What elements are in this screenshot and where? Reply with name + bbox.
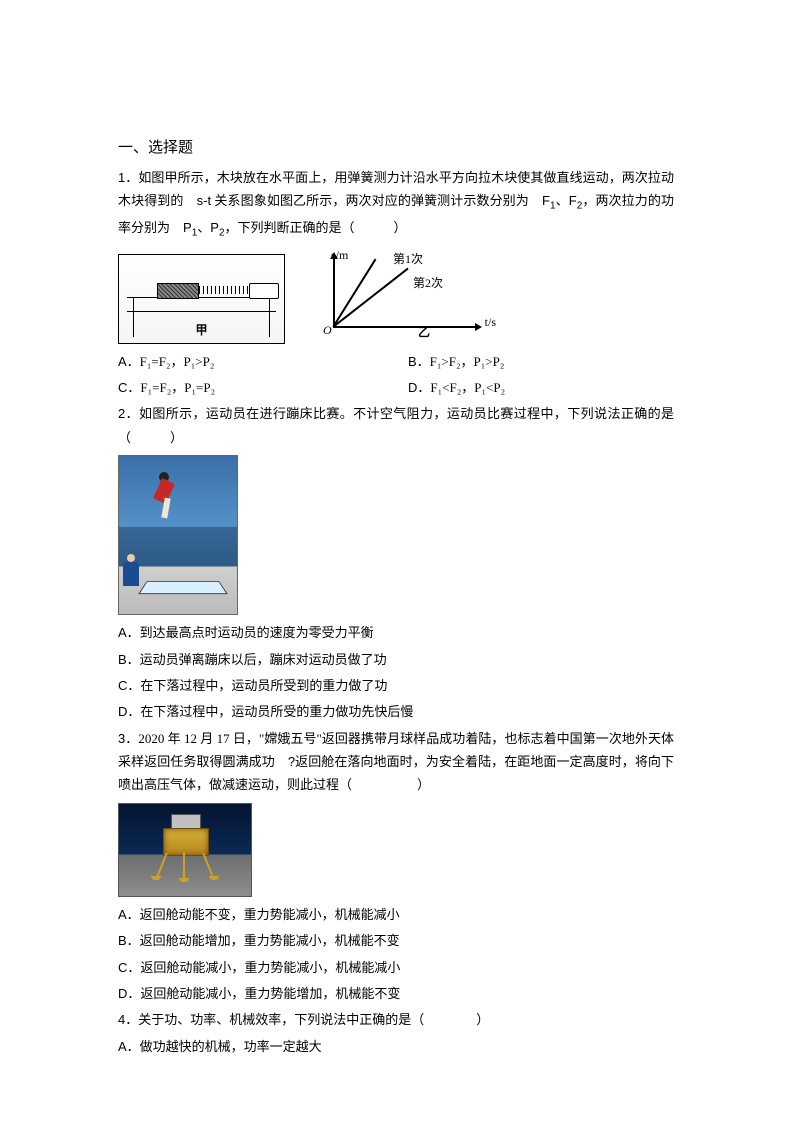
q1-text-4: ，下列判断正确的是（ ）: [225, 220, 407, 235]
q1-choices-row1: A．F₁=F₂，P₁>P₂ B．F₁>F₂，P₁>P₂: [118, 350, 674, 373]
q1-figure-yi: s/m t/s O 第1次 第2次 乙: [303, 249, 498, 344]
spring-icon: [199, 286, 249, 294]
q3-choice-A: ．返回舱动能不变，重力势能减小，机械能减小: [127, 907, 400, 922]
line2-label: 第2次: [413, 273, 443, 295]
q1-choice-D: ．F₁<F₂，P₁<P₂: [417, 380, 505, 395]
q3-choice-B: ．返回舱动能增加，重力势能减小，机械能不变: [127, 933, 400, 948]
q2-choice-A: ．到达最高点时运动员的速度为零受力平衡: [127, 625, 374, 640]
line-first: [332, 259, 376, 328]
q1-rel: s-t: [197, 193, 211, 208]
y-axis-label: s/m: [331, 245, 348, 267]
q2-figure-trampoline: [118, 455, 238, 615]
lander-leg-icon: [202, 852, 214, 877]
q1-f2: F2: [569, 193, 583, 208]
q4-text: ．关于功、功率、机械效率，下列说法中正确的是（ ）: [125, 1012, 489, 1027]
q1-figures: 甲 s/m t/s O 第1次 第2次 乙: [118, 249, 674, 344]
q3-qmark: ?: [288, 754, 295, 769]
lander-body-icon: [163, 828, 209, 856]
choice-C-label: C: [118, 960, 127, 975]
q4-stem: 4．关于功、功率、机械效率，下列说法中正确的是（ ）: [118, 1008, 674, 1031]
choice-A-label: A: [118, 907, 127, 922]
exam-page: 一、选择题 1．如图甲所示，木块放在水平面上，用弹簧测力计沿水平方向拉木块使其做…: [0, 0, 792, 1101]
x-axis-label: t/s: [485, 312, 496, 334]
q2-choice-B: ．运动员弹离蹦床以后，蹦床对运动员做了功: [127, 652, 387, 667]
wood-block: [157, 283, 199, 299]
q1-text-2: 关系图象如图乙所示，两次对应的弹簧测计示数分别为: [211, 193, 542, 208]
choice-D-label: D: [118, 704, 127, 719]
q1-f1: F1: [542, 193, 556, 208]
line-second: [333, 268, 409, 328]
figure-label-jia: 甲: [195, 320, 207, 342]
q3-choice-C: ．返回舱动能减小，重力势能减小，机械能减小: [127, 960, 400, 975]
choice-A-label: A: [118, 1039, 127, 1054]
lander-leg-icon: [156, 852, 168, 877]
table-leg: [133, 297, 134, 337]
spring-scale-icon: [249, 283, 279, 299]
choice-A-label: A: [118, 354, 127, 369]
table-front-line: [127, 311, 276, 312]
lander-foot-icon: [209, 876, 219, 880]
q1-p2: P2: [210, 220, 224, 235]
q1-p1: P1: [183, 220, 197, 235]
q3-choice-D: ．返回舱动能减小，重力势能增加，机械能不变: [127, 986, 400, 1001]
choice-C-label: C: [118, 678, 127, 693]
q3-figure-lander: [118, 803, 252, 897]
q2-choice-D: ．在下落过程中，运动员所受的重力做功先快后慢: [127, 704, 413, 719]
q2-text: ．如图所示，运动员在进行蹦床比赛。不计空气阻力，运动员比赛过程中，下列说法正确的…: [118, 406, 674, 444]
judge-icon: [123, 562, 139, 586]
table-leg: [269, 297, 270, 337]
lander-foot-icon: [151, 876, 161, 880]
choice-B-label: B: [408, 354, 417, 369]
figure-label-yi: 乙: [418, 322, 430, 344]
trampoline-icon: [138, 581, 227, 594]
q1-stem: 1．如图甲所示，木块放在水平面上，用弹簧测力计沿水平方向拉木块使其做直线运动，两…: [118, 166, 674, 243]
choice-A-label: A: [118, 625, 127, 640]
choice-C-label: C: [118, 380, 127, 395]
origin-label: O: [323, 320, 332, 342]
choice-B-label: B: [118, 933, 127, 948]
line1-label: 第1次: [393, 249, 423, 271]
q1-choice-C: ．F₁=F₂，P₁=P₂: [127, 380, 215, 395]
q1-choice-A: ．F₁=F₂，P₁>P₂: [127, 354, 215, 369]
q1-choices-row2: C．F₁=F₂，P₁=P₂ D．F₁<F₂，P₁<P₂: [118, 376, 674, 399]
q2-choice-C: ．在下落过程中，运动员所受到的重力做了功: [127, 678, 387, 693]
q1-figure-jia: 甲: [118, 254, 285, 344]
q1-choice-B: ．F₁>F₂，P₁>P₂: [417, 354, 505, 369]
q4-choice-A: ．做功越快的机械，功率一定越大: [127, 1039, 322, 1054]
y-axis: [333, 256, 335, 328]
choice-B-label: B: [118, 652, 127, 667]
choice-D-label: D: [118, 986, 127, 1001]
lander-foot-icon: [179, 878, 189, 882]
lander-leg-icon: [183, 852, 185, 878]
x-axis: [333, 326, 478, 328]
choice-D-label: D: [408, 380, 417, 395]
section-title: 一、选择题: [118, 135, 674, 162]
q2-stem: 2．如图所示，运动员在进行蹦床比赛。不计空气阻力，运动员比赛过程中，下列说法正确…: [118, 402, 674, 449]
q3-stem: 3．2020 年 12 月 17 日，"嫦娥五号"返回器携带月球样品成功着陆，也…: [118, 727, 674, 797]
